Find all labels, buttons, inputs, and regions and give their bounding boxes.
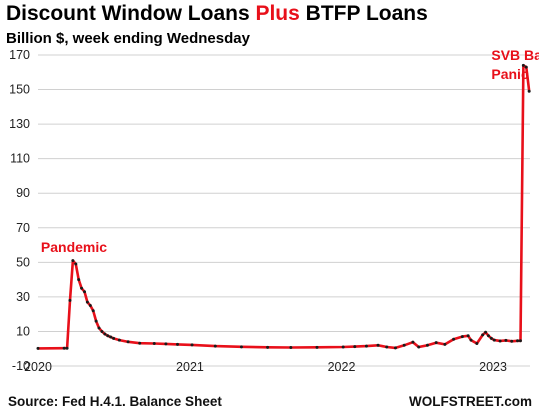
data-point: [315, 345, 319, 349]
data-point: [516, 339, 520, 343]
data-point: [353, 345, 357, 349]
data-point: [443, 342, 447, 346]
data-point: [504, 338, 508, 342]
data-point: [126, 340, 130, 344]
data-point: [481, 333, 485, 337]
data-point: [85, 300, 89, 304]
data-point: [486, 334, 490, 338]
data-point: [527, 89, 531, 93]
y-tick-label: 170: [9, 48, 30, 62]
chart-subtitle: Billion $, week ending Wednesday: [6, 30, 250, 47]
data-point: [460, 335, 464, 339]
y-tick-label: 90: [16, 186, 30, 200]
data-point: [83, 290, 87, 294]
series-group: [36, 63, 531, 350]
title-part-plus: Plus: [255, 2, 300, 25]
data-point: [91, 309, 95, 313]
data-point: [434, 341, 438, 345]
data-point: [524, 65, 528, 69]
data-point: [498, 339, 502, 343]
data-point: [103, 332, 107, 336]
data-point: [341, 345, 345, 349]
annotations: Pandemic SVB Bank Panic: [41, 47, 539, 255]
data-point: [213, 344, 217, 348]
title-part-3: BTFP Loans: [299, 2, 428, 25]
title-part-1: Discount Window Loans: [6, 2, 256, 25]
y-tick-label: 130: [9, 117, 30, 131]
data-point: [469, 338, 473, 342]
data-point: [138, 341, 142, 345]
data-point: [80, 286, 84, 290]
data-point: [112, 336, 116, 340]
y-tick-label: -10: [12, 359, 30, 373]
data-point: [376, 343, 380, 347]
data-point: [36, 346, 40, 350]
y-tick-label: 110: [10, 152, 30, 166]
data-point: [411, 340, 415, 344]
y-tick-label: 50: [16, 255, 30, 269]
data-point: [106, 334, 110, 338]
data-point: [425, 343, 429, 347]
x-tick-label: 2022: [328, 360, 356, 374]
y-tick-label: 30: [16, 290, 30, 304]
annotation-label: SVB Bank: [491, 47, 539, 63]
series-line: [37, 64, 531, 350]
data-point: [117, 338, 121, 342]
data-point: [152, 342, 156, 346]
data-point: [475, 342, 479, 346]
data-point: [68, 298, 72, 302]
y-tick-label: 10: [16, 324, 30, 338]
data-point: [74, 262, 78, 266]
chart-title: Discount Window Loans Plus BTFP Loans: [6, 2, 428, 26]
data-point: [489, 336, 493, 340]
data-point: [266, 345, 270, 349]
source-note: Source: Fed H.4.1. Balance Sheet: [8, 394, 222, 409]
data-point: [62, 346, 66, 350]
data-point: [289, 346, 293, 350]
data-point: [71, 259, 75, 263]
data-point: [176, 342, 180, 346]
data-point: [510, 339, 514, 343]
annotation-label: Panic: [491, 66, 529, 82]
x-tick-label: 2023: [479, 360, 507, 374]
data-point: [190, 343, 194, 347]
annotation-label: Pandemic: [41, 239, 107, 255]
y-tick-label: 70: [16, 221, 30, 235]
data-point: [518, 339, 522, 343]
gridlines: [38, 54, 530, 367]
data-point: [164, 342, 168, 346]
data-point: [492, 338, 496, 342]
data-point: [239, 345, 243, 349]
data-point: [393, 346, 397, 350]
data-point: [97, 326, 101, 330]
x-tick-label: 2020: [24, 360, 52, 374]
data-point: [364, 344, 368, 348]
data-point: [109, 335, 113, 339]
data-point: [100, 329, 104, 333]
data-point: [402, 343, 406, 347]
data-point: [385, 345, 389, 349]
data-point: [65, 346, 69, 350]
data-point: [484, 330, 488, 334]
y-axis-ticks: -10 10 30 50 70 90 110 130 150 170: [9, 48, 30, 373]
data-point: [466, 334, 470, 338]
data-point: [452, 337, 456, 341]
y-tick-label: 150: [9, 83, 30, 97]
data-point: [417, 345, 421, 349]
data-point: [77, 278, 81, 282]
brand-watermark: WOLFSTREET.com: [409, 394, 532, 409]
data-point: [88, 304, 92, 308]
x-tick-label: 2021: [176, 360, 204, 374]
x-axis-ticks: 2020 2021 2022 2023: [24, 360, 507, 374]
data-point: [94, 319, 98, 323]
data-point: [521, 63, 525, 67]
